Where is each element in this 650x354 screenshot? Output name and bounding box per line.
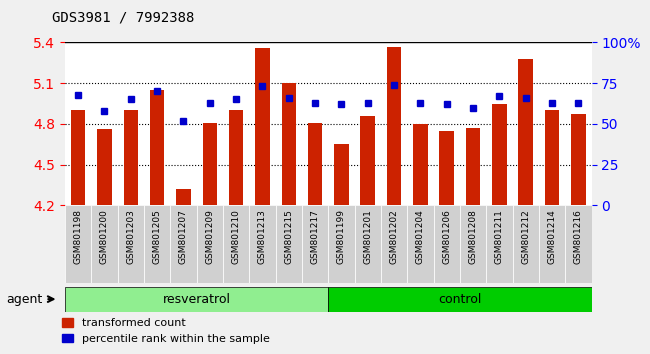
Bar [571,114,586,205]
Text: GSM801203: GSM801203 [126,209,135,264]
Text: GSM801216: GSM801216 [574,209,583,264]
FancyBboxPatch shape [65,287,328,312]
Text: GSM801200: GSM801200 [100,209,109,264]
FancyBboxPatch shape [65,205,91,283]
Bar [255,48,270,205]
FancyBboxPatch shape [91,205,118,283]
Bar [545,110,559,205]
Text: GSM801201: GSM801201 [363,209,372,264]
Bar [439,131,454,205]
Text: GSM801213: GSM801213 [258,209,267,264]
FancyBboxPatch shape [170,205,196,283]
FancyBboxPatch shape [276,205,302,283]
FancyBboxPatch shape [513,205,539,283]
Legend: transformed count, percentile rank within the sample: transformed count, percentile rank withi… [58,314,274,348]
FancyBboxPatch shape [434,205,460,283]
Text: agent: agent [6,293,43,306]
Bar [492,104,506,205]
Text: GSM801212: GSM801212 [521,209,530,264]
Text: GSM801211: GSM801211 [495,209,504,264]
FancyBboxPatch shape [407,205,434,283]
Bar [387,47,401,205]
Bar [308,122,322,205]
Text: GSM801204: GSM801204 [416,209,425,264]
Text: GSM801202: GSM801202 [389,209,398,264]
FancyBboxPatch shape [118,205,144,283]
Bar [71,110,85,205]
Text: GSM801207: GSM801207 [179,209,188,264]
Text: GSM801215: GSM801215 [284,209,293,264]
FancyBboxPatch shape [355,205,381,283]
FancyBboxPatch shape [460,205,486,283]
Bar [124,110,138,205]
Bar [229,110,243,205]
Text: GDS3981 / 7992388: GDS3981 / 7992388 [52,11,194,25]
Text: GSM801209: GSM801209 [205,209,214,264]
Text: GSM801217: GSM801217 [311,209,320,264]
FancyBboxPatch shape [196,205,223,283]
FancyBboxPatch shape [328,205,355,283]
Text: GSM801199: GSM801199 [337,209,346,264]
Text: GSM801214: GSM801214 [547,209,556,264]
FancyBboxPatch shape [328,287,592,312]
FancyBboxPatch shape [302,205,328,283]
Bar [413,124,428,205]
FancyBboxPatch shape [486,205,513,283]
Text: GSM801206: GSM801206 [442,209,451,264]
Bar [176,189,190,205]
FancyBboxPatch shape [539,205,566,283]
Text: GSM801208: GSM801208 [469,209,478,264]
Text: GSM801210: GSM801210 [231,209,240,264]
Bar [361,116,375,205]
FancyBboxPatch shape [566,205,592,283]
Bar [203,122,217,205]
Bar [281,83,296,205]
Bar [466,128,480,205]
Bar [334,144,348,205]
Text: GSM801198: GSM801198 [73,209,83,264]
Text: resveratrol: resveratrol [162,293,231,306]
Bar [150,90,164,205]
Bar [98,129,112,205]
Text: GSM801205: GSM801205 [153,209,162,264]
FancyBboxPatch shape [250,205,276,283]
Text: control: control [438,293,482,306]
FancyBboxPatch shape [381,205,407,283]
FancyBboxPatch shape [223,205,250,283]
Bar [519,59,533,205]
FancyBboxPatch shape [144,205,170,283]
